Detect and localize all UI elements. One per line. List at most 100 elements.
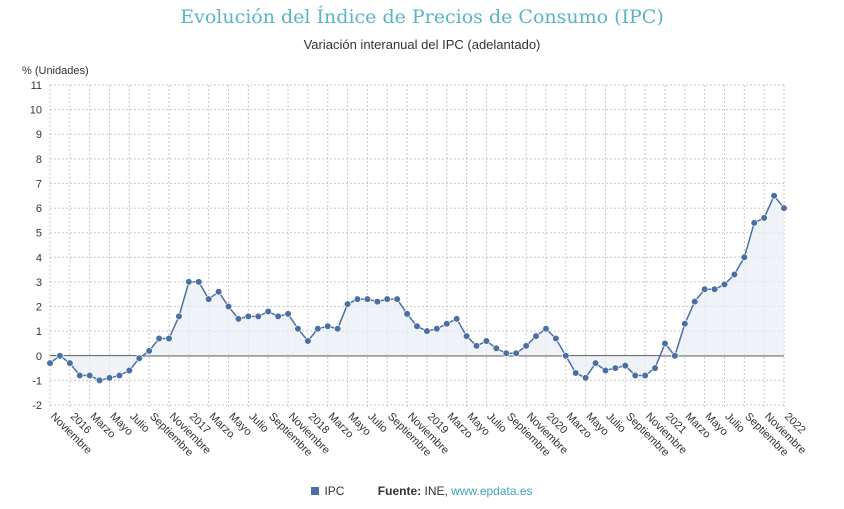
data-point[interactable] [165, 334, 173, 343]
data-point[interactable] [482, 337, 491, 345]
data-point[interactable] [532, 332, 540, 340]
data-point[interactable] [562, 352, 570, 360]
data-point[interactable] [512, 349, 520, 357]
data-point[interactable] [750, 219, 758, 227]
y-tick-label: 5 [36, 228, 42, 240]
y-tick-labels: -2 -1 0 1 2 3 4 5 6 7 8 9 10 11 [30, 80, 42, 412]
legend-swatch [311, 487, 320, 495]
data-point[interactable] [324, 322, 332, 330]
data-point[interactable] [314, 325, 322, 333]
data-point[interactable] [215, 288, 223, 296]
data-point[interactable] [304, 337, 312, 345]
data-point[interactable] [582, 374, 590, 382]
data-point[interactable] [343, 300, 352, 308]
data-point[interactable] [671, 352, 679, 360]
data-point[interactable] [631, 371, 639, 380]
data-point[interactable] [502, 349, 510, 357]
data-point[interactable] [334, 325, 342, 333]
data-point[interactable] [115, 371, 124, 380]
data-point[interactable] [264, 307, 272, 316]
data-point[interactable] [373, 298, 381, 306]
data-point[interactable] [462, 332, 471, 340]
data-point[interactable] [542, 325, 550, 333]
data-point[interactable] [274, 312, 282, 320]
data-point[interactable] [46, 359, 54, 367]
data-point[interactable] [701, 285, 709, 293]
source-link[interactable]: www.epdata.es [451, 484, 533, 498]
data-point[interactable] [76, 371, 84, 380]
data-point[interactable] [125, 366, 133, 375]
data-point[interactable] [363, 295, 372, 303]
data-point[interactable] [244, 312, 252, 320]
data-point[interactable] [661, 339, 669, 348]
data-point[interactable] [145, 347, 153, 355]
data-point[interactable] [56, 352, 64, 360]
data-point[interactable] [601, 366, 610, 375]
data-point[interactable] [284, 310, 292, 318]
y-tick-label: 6 [36, 203, 42, 215]
data-point[interactable] [95, 376, 104, 384]
data-point[interactable] [155, 334, 163, 343]
y-tick-label: 0 [36, 351, 42, 363]
data-point[interactable] [66, 359, 74, 367]
data-point[interactable] [730, 270, 739, 279]
data-point[interactable] [443, 320, 451, 328]
data-point[interactable] [641, 371, 649, 380]
data-point[interactable] [691, 298, 699, 306]
x-tick-labels: Noviembre2016MarzoMayoJulioSeptiembreNov… [48, 411, 808, 459]
data-point[interactable] [720, 280, 729, 288]
data-point[interactable] [195, 278, 203, 286]
series-points [46, 192, 788, 384]
data-point[interactable] [234, 315, 243, 323]
data-point[interactable] [254, 312, 262, 320]
y-tick-label: 4 [36, 252, 42, 264]
data-point[interactable] [780, 204, 788, 212]
y-axis-label: % (Unidades) [22, 65, 89, 77]
y-tick-label: 8 [36, 154, 42, 166]
data-point[interactable] [393, 295, 401, 303]
data-point[interactable] [492, 344, 500, 352]
data-point[interactable] [423, 327, 431, 335]
y-tick-label: 3 [36, 277, 42, 289]
data-point[interactable] [433, 325, 441, 333]
chart-subtitle: Variación interanual del IPC (adelantado… [303, 37, 541, 52]
data-point[interactable] [383, 295, 391, 303]
data-point[interactable] [135, 354, 143, 362]
source-text: INE, [424, 484, 452, 498]
data-point[interactable] [681, 320, 689, 328]
y-tick-label: 9 [36, 129, 42, 141]
data-point[interactable] [413, 322, 421, 330]
data-point[interactable] [403, 310, 411, 318]
data-point[interactable] [453, 315, 461, 323]
data-point[interactable] [522, 342, 530, 350]
chart-title: Evolución del Índice de Precios de Consu… [180, 6, 664, 28]
data-point[interactable] [294, 325, 302, 333]
data-point[interactable] [86, 371, 94, 380]
data-point[interactable] [760, 214, 768, 222]
data-point[interactable] [651, 364, 659, 372]
data-point[interactable] [105, 374, 114, 382]
data-point[interactable] [611, 364, 619, 372]
data-point[interactable] [472, 342, 481, 350]
data-point[interactable] [591, 359, 600, 367]
data-point[interactable] [552, 334, 560, 343]
y-tick-label: 11 [31, 80, 42, 92]
source-label: Fuente: [377, 484, 422, 498]
legend: IPC Fuente: INE, www.epdata.es [0, 484, 844, 498]
data-point[interactable] [175, 312, 183, 320]
y-tick-label: 1 [36, 326, 42, 338]
legend-series-name[interactable]: IPC [324, 484, 345, 498]
data-point[interactable] [224, 302, 233, 311]
data-point[interactable] [740, 253, 748, 261]
data-point[interactable] [572, 369, 580, 377]
y-tick-label: -2 [32, 400, 42, 412]
grid-lines [49, 84, 785, 409]
data-point[interactable] [621, 362, 629, 370]
data-point[interactable] [205, 295, 213, 303]
data-point[interactable] [710, 285, 719, 293]
data-point[interactable] [770, 192, 778, 200]
data-point[interactable] [353, 295, 362, 303]
data-point[interactable] [185, 278, 193, 286]
y-tick-label: 7 [36, 178, 42, 190]
